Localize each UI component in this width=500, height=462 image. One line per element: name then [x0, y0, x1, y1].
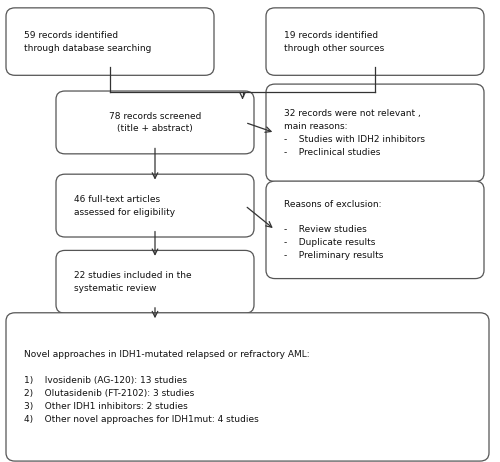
Text: 46 full-text articles
assessed for eligibility: 46 full-text articles assessed for eligi… [74, 195, 175, 217]
Text: 19 records identified
through other sources: 19 records identified through other sour… [284, 30, 384, 53]
FancyBboxPatch shape [266, 181, 484, 279]
Text: Reasons of exclusion:

-    Review studies
-    Duplicate results
-    Prelimina: Reasons of exclusion: - Review studies -… [284, 200, 384, 260]
FancyBboxPatch shape [266, 8, 484, 75]
FancyBboxPatch shape [56, 250, 254, 313]
Text: 22 studies included in the
systematic review: 22 studies included in the systematic re… [74, 271, 192, 293]
FancyBboxPatch shape [6, 8, 214, 75]
FancyBboxPatch shape [6, 313, 489, 461]
Text: 59 records identified
through database searching: 59 records identified through database s… [24, 30, 152, 53]
Text: 32 records were not relevant ,
main reasons:
-    Studies with IDH2 inhibitors
-: 32 records were not relevant , main reas… [284, 109, 425, 157]
Text: 78 records screened
(title + abstract): 78 records screened (title + abstract) [109, 111, 201, 134]
Text: Novel approaches in IDH1-mutated relapsed or refractory AML:

1)    Ivosidenib (: Novel approaches in IDH1-mutated relapse… [24, 350, 310, 424]
FancyBboxPatch shape [56, 174, 254, 237]
FancyBboxPatch shape [266, 84, 484, 182]
FancyBboxPatch shape [56, 91, 254, 154]
